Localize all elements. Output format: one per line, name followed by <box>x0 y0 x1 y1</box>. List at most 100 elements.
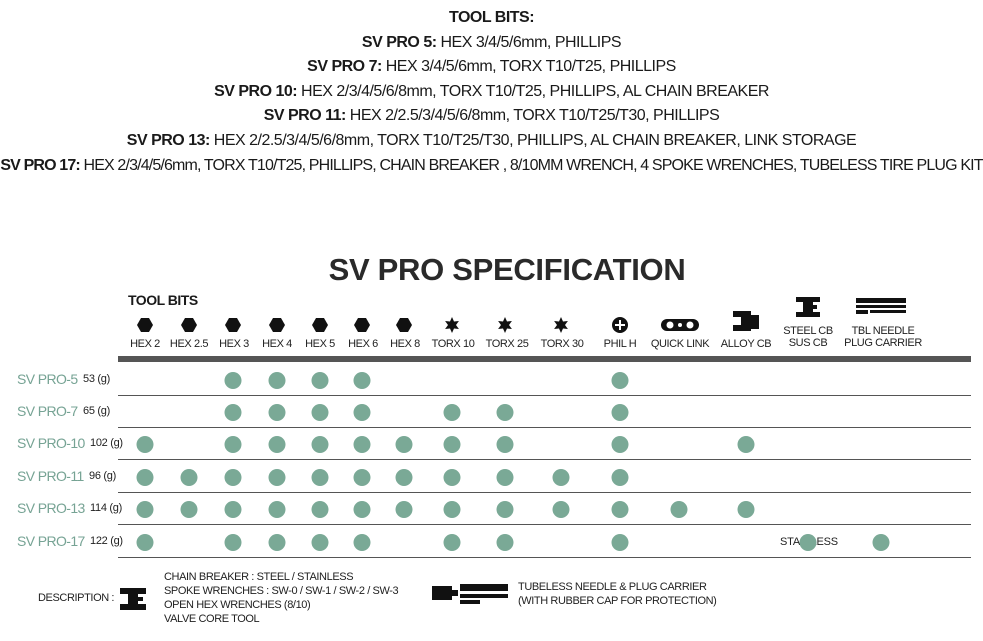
availability-dot <box>136 501 154 518</box>
availability-dot <box>443 501 461 518</box>
availability-dot <box>353 404 371 421</box>
summary-model: SV PRO 10: <box>214 82 298 100</box>
availability-dot <box>224 469 242 486</box>
column-label: HEX 2.5 <box>169 338 209 350</box>
quick-link-icon <box>661 314 699 336</box>
description-line: SPOKE WRENCHES : SW-0 / SW-1 / SW-2 / SW… <box>164 585 399 597</box>
hex-icon <box>223 314 243 336</box>
hex-icon <box>310 314 330 336</box>
summary-bits: HEX 3/4/5/6mm, TORX T10/T25, PHILLIPS <box>381 58 677 76</box>
model-weight: 65 (g) <box>83 405 110 417</box>
model-name: SV PRO-11 <box>17 468 84 484</box>
hex-icon <box>179 314 199 336</box>
availability-dot <box>353 534 371 551</box>
model-name: SV PRO-13 <box>17 500 85 516</box>
model-name: SV PRO-7 <box>17 403 78 419</box>
summary-line: SV PRO 17: HEX 2/3/4/5/6mm, TORX T10/T25… <box>0 154 983 179</box>
column-label: TORX 30 <box>540 338 584 350</box>
summary-model: SV PRO 5: <box>361 33 437 51</box>
description-label: DESCRIPTION : <box>38 592 115 604</box>
column-label-line: SUS CB <box>788 337 828 349</box>
table-row: SV PRO-10 102 (g) <box>0 428 971 460</box>
row-divider <box>118 492 971 493</box>
description-line: (WITH RUBBER CAP FOR PROTECTION) <box>518 595 717 607</box>
availability-dot <box>136 436 154 453</box>
summary-model: SV PRO 7: <box>307 58 382 76</box>
availability-dot <box>268 469 286 486</box>
summary-line: SV PRO 5: HEX 3/4/5/6mm, PHILLIPS <box>0 31 983 56</box>
availability-dot <box>353 372 371 389</box>
availability-dot <box>496 501 514 518</box>
summary-line: SV PRO 10: HEX 2/3/4/5/6/8mm, TORX T10/T… <box>0 80 983 105</box>
summary-bits: HEX 3/4/5/6mm, PHILLIPS <box>436 33 622 51</box>
availability-dot <box>872 534 890 551</box>
availability-dot <box>353 469 371 486</box>
availability-dot <box>443 469 461 486</box>
availability-dot <box>611 469 629 486</box>
summary-line: SV PRO 13: HEX 2/2.5/3/4/5/6/8mm, TORX T… <box>0 129 983 154</box>
model-weight: 114 (g) <box>90 502 122 514</box>
availability-dot <box>268 534 286 551</box>
availability-dot <box>552 469 570 486</box>
row-divider <box>118 557 971 558</box>
column-label: HEX 6 <box>348 338 378 350</box>
torx-icon <box>495 314 515 336</box>
hex-icon <box>135 314 155 336</box>
availability-dot <box>670 501 688 518</box>
availability-dot <box>311 534 329 551</box>
tool-bits-heading: TOOL BITS <box>128 292 198 308</box>
column-label: TBL NEEDLE PLUG CARRIER <box>844 325 922 349</box>
summary-line: SV PRO 7: HEX 3/4/5/6mm, TORX T10/T25, P… <box>0 55 983 80</box>
availability-dot <box>268 372 286 389</box>
spec-title: SV PRO SPECIFICATION <box>328 252 686 287</box>
availability-dot <box>552 501 570 518</box>
availability-dot <box>224 534 242 551</box>
summary-bits: HEX 2/3/4/5/6mm, TORX T10/T25, PHILLIPS,… <box>79 156 983 174</box>
column-label: HEX 8 <box>390 338 420 350</box>
column-label: HEX 2 <box>130 338 160 350</box>
model-name: SV PRO-10 <box>17 435 85 451</box>
model-name: SV PRO-17 <box>17 533 85 549</box>
column-label: ALLOY CB <box>720 338 772 350</box>
availability-dot <box>737 436 755 453</box>
column-label-line: PLUG CARRIER <box>844 337 922 349</box>
availability-dot <box>443 436 461 453</box>
availability-dot <box>136 534 154 551</box>
hex-icon <box>394 314 414 336</box>
availability-dot <box>443 534 461 551</box>
table-row: SV PRO-13 114 (g) <box>0 493 971 525</box>
summary-model: SV PRO 17: <box>0 156 80 174</box>
column-label-line: TBL NEEDLE <box>851 325 915 337</box>
row-divider <box>118 427 971 428</box>
row-divider <box>118 395 971 396</box>
column-label: HEX 3 <box>219 338 249 350</box>
availability-dot <box>311 404 329 421</box>
hex-icon <box>267 314 287 336</box>
model-weight: 96 (g) <box>89 470 116 482</box>
header-divider <box>118 356 971 362</box>
description-line: VALVE CORE TOOL <box>164 613 260 625</box>
chain-breaker-description: CHAIN BREAKER : STEEL / STAINLESS SPOKE … <box>164 570 399 626</box>
row-divider <box>118 524 971 525</box>
needle-plug-carrier-icon <box>432 582 508 606</box>
row-divider <box>118 459 971 460</box>
summary-bits: HEX 2/2.5/3/4/5/6/8mm, TORX T10/T25/T30,… <box>345 107 720 125</box>
availability-dot <box>224 372 242 389</box>
carrier-description: TUBELESS NEEDLE & PLUG CARRIER (WITH RUB… <box>518 580 717 608</box>
availability-dot <box>611 501 629 518</box>
alloy-chain-breaker-icon <box>731 308 761 334</box>
availability-dot <box>496 436 514 453</box>
availability-dot <box>180 469 198 486</box>
description-line: CHAIN BREAKER : STEEL / STAINLESS <box>164 571 354 583</box>
availability-dot <box>496 534 514 551</box>
steel-chain-breaker-icon <box>794 296 822 318</box>
table-row: SV PRO-7 65 (g) <box>0 396 971 428</box>
column-label: PHIL H <box>603 338 637 350</box>
hex-icon <box>352 314 372 336</box>
column-label: QUICK LINK <box>650 338 710 350</box>
description-line: TUBELESS NEEDLE & PLUG CARRIER <box>518 581 707 593</box>
availability-dot <box>268 501 286 518</box>
model-weight: 102 (g) <box>90 437 123 449</box>
availability-dot <box>353 501 371 518</box>
model-weight: 122 (g) <box>90 535 123 547</box>
